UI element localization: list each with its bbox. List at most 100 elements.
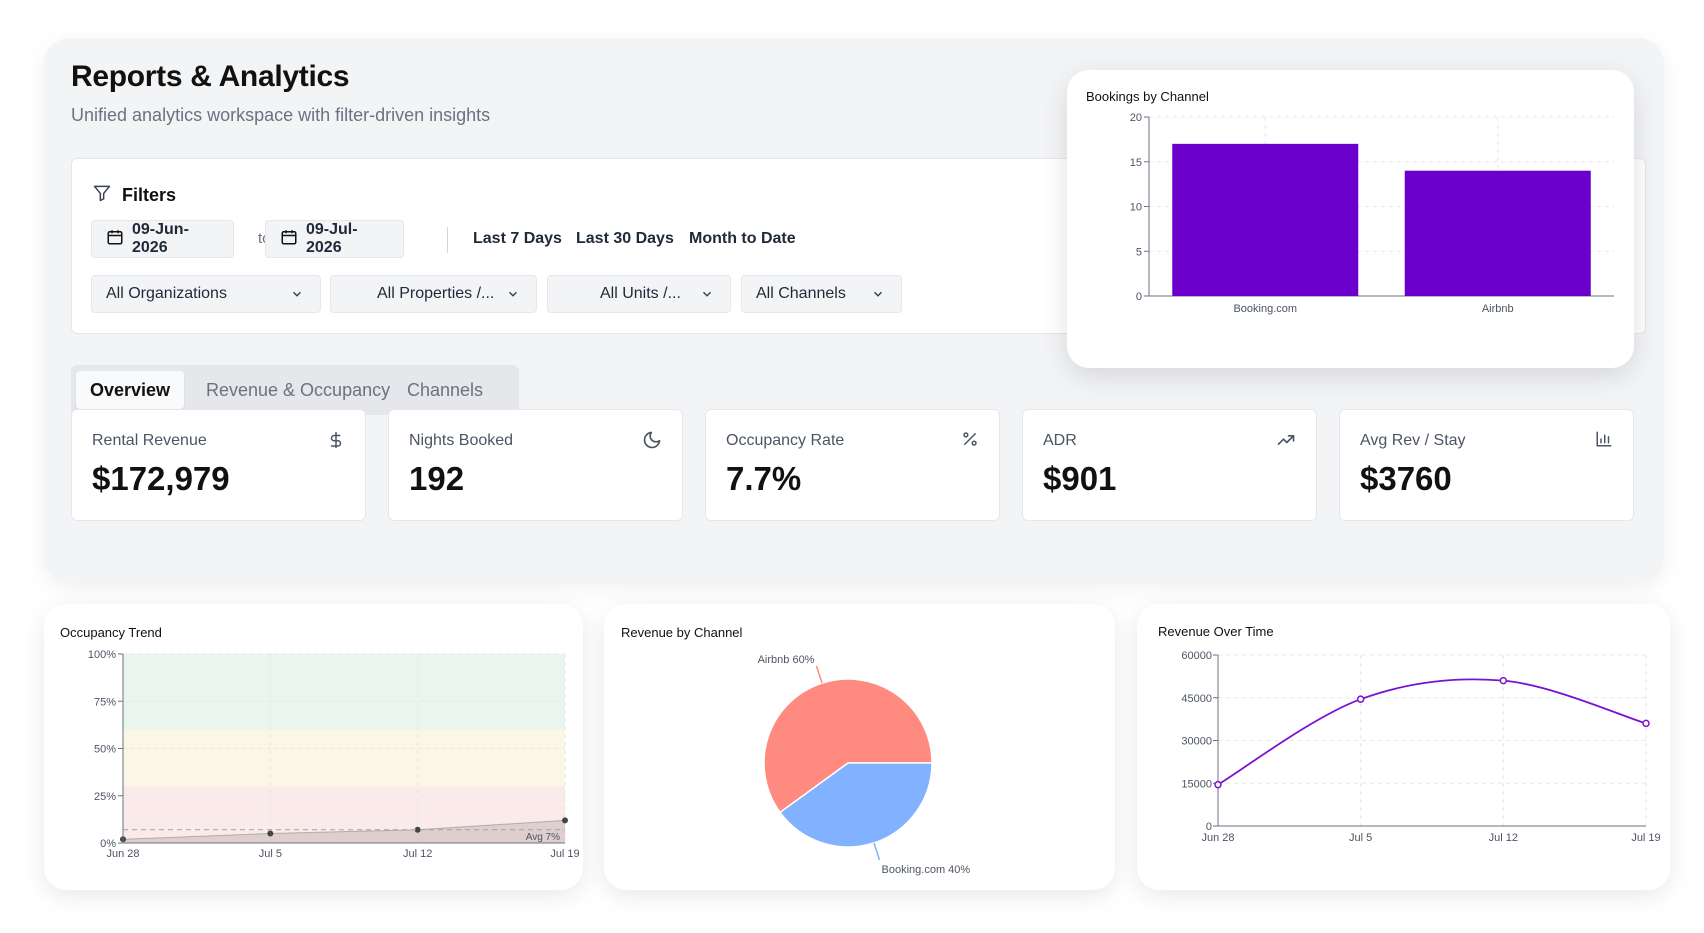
kpi-occupancy-rate: Occupancy Rate 7.7% (705, 409, 1000, 521)
divider (447, 227, 448, 253)
data-point (1642, 719, 1650, 728)
data-point (267, 830, 274, 837)
kpi-label: Nights Booked (409, 432, 514, 449)
y-tick-label: 5 (1136, 246, 1142, 258)
calendar-icon (280, 228, 298, 251)
bar (1172, 143, 1359, 296)
y-tick-label: 60000 (1181, 650, 1212, 662)
x-tick-label: Jul 5 (259, 848, 282, 860)
chevron-down-icon (871, 287, 885, 306)
kpi-value: $901 (1043, 460, 1117, 497)
x-tick-label: Airbnb (1482, 303, 1514, 315)
y-tick-label: 0 (1206, 821, 1212, 833)
trending-up-icon (1276, 430, 1296, 455)
y-tick-label: 50% (94, 744, 116, 756)
occupancy-area-chart: 0% 25% 50% 75% 100% Jun 28 Jul 5 Jul 12 Jul 19 Av… (88, 649, 580, 860)
x-tick-label: Jul 5 (1349, 832, 1372, 844)
revenue-by-channel-card: Revenue by Channel Airbnb 60% Booking.com… (604, 604, 1115, 890)
pie-label: Booking.com 40% (882, 864, 971, 876)
last-7-days-button[interactable]: Last 7 Days (473, 230, 562, 247)
x-tick-label: Jun 28 (106, 848, 139, 860)
kpi-nights-booked: Nights Booked 192 (388, 409, 683, 521)
calendar-icon (106, 228, 124, 251)
chart-title: Revenue by Channel (621, 625, 743, 640)
occupancy-area (123, 820, 565, 843)
unit-select-value: All Units /... (600, 285, 681, 302)
revenue-pie-chart: Airbnb 60% Booking.com 40% (758, 654, 971, 876)
chart-title: Bookings by Channel (1086, 89, 1209, 104)
organization-select[interactable]: All Organizations (91, 275, 321, 313)
occupancy-band (123, 654, 565, 730)
pie-label-leader (873, 842, 881, 861)
property-select[interactable]: All Properties /... (330, 275, 537, 313)
chevron-down-icon (700, 287, 714, 306)
x-tick-label: Booking.com (1233, 303, 1297, 315)
filters-header: Filters (92, 183, 176, 208)
moon-icon (642, 430, 662, 455)
end-date-value: 09-Jul-2026 (306, 221, 358, 256)
chart-title: Revenue Over Time (1158, 624, 1274, 639)
channel-select-value: All Channels (756, 285, 846, 302)
kpi-value: 192 (409, 460, 465, 497)
occupancy-line (122, 819, 566, 840)
tab-channels[interactable]: Channels (407, 380, 484, 400)
x-tick-label: Jul 19 (1631, 832, 1660, 844)
tab-bar: Overview Revenue & Occupancy Channels (71, 365, 519, 415)
kpi-label: Rental Revenue (92, 432, 207, 449)
end-date-button[interactable]: 09-Jul-2026 (265, 220, 404, 258)
y-tick-label: 0 (1136, 291, 1142, 303)
bookings-by-channel-card: Bookings by Channel 0 5 10 15 20 Booking.com A… (1067, 70, 1634, 368)
month-to-date-button[interactable]: Month to Date (689, 230, 796, 247)
data-point (414, 826, 421, 833)
kpi-value: 7.7% (726, 460, 802, 497)
data-point (1356, 695, 1365, 703)
revenue-line-chart: 0 15000 30000 45000 60000 Jun 28 Jul 5 Jul 12 Ju… (1181, 650, 1660, 844)
y-tick-label: 20 (1130, 112, 1142, 124)
kpi-rental-revenue: Rental Revenue $172,979 (71, 409, 366, 521)
y-tick-label: 15 (1130, 157, 1142, 169)
data-point (562, 817, 568, 824)
kpi-label: ADR (1043, 432, 1077, 449)
pie-slice (778, 762, 933, 848)
y-tick-label: 0% (100, 838, 116, 850)
unit-select[interactable]: All Units /... (547, 275, 731, 313)
kpi-label: Occupancy Rate (726, 432, 845, 449)
page-title: Reports & Analytics (71, 60, 350, 93)
property-select-value: All Properties /... (377, 285, 495, 302)
bar-chart-icon (1595, 430, 1613, 453)
kpi-avg-rev-stay: Avg Rev / Stay $3760 (1339, 409, 1634, 521)
kpi-value: $172,979 (92, 460, 230, 497)
start-date-button[interactable]: 09-Jun-2026 (91, 220, 234, 258)
y-tick-label: 45000 (1181, 693, 1212, 705)
chart-title: Occupancy Trend (60, 625, 162, 640)
bar (1404, 170, 1591, 296)
occupancy-band (123, 729, 565, 787)
channel-select[interactable]: All Channels (741, 275, 902, 313)
kpi-label: Avg Rev / Stay (1360, 432, 1466, 449)
start-date-value: 09-Jun-2026 (132, 221, 189, 256)
y-tick-label: 15000 (1181, 778, 1212, 790)
kpi-value: $3760 (1360, 460, 1452, 497)
last-30-days-button[interactable]: Last 30 Days (576, 230, 674, 247)
tab-overview[interactable]: Overview (76, 371, 185, 409)
kpi-adr: ADR $901 (1022, 409, 1317, 521)
revenue-over-time-card: Revenue Over Time 0 15000 30000 45000 60000 J… (1137, 604, 1670, 890)
chevron-down-icon (506, 287, 520, 306)
bookings-bar-chart: 0 5 10 15 20 Booking.com Airbnb (1130, 112, 1614, 315)
x-tick-label: Jul 12 (1489, 832, 1518, 844)
chevron-down-icon (290, 287, 304, 306)
y-tick-label: 30000 (1181, 736, 1212, 748)
pie-label: Airbnb 60% (758, 654, 815, 666)
organization-select-value: All Organizations (106, 285, 227, 302)
percent-icon (961, 430, 979, 453)
filters-title: Filters (122, 185, 177, 205)
page-subtitle: Unified analytics workspace with filter-… (71, 105, 491, 125)
y-tick-label: 25% (94, 791, 116, 803)
occupancy-trend-card: Occupancy Trend 0% 25% 50% 75% 100% Jun 28 Jul… (44, 604, 583, 890)
x-tick-label: Jun 28 (1201, 832, 1234, 844)
tab-revenue-occupancy[interactable]: Revenue & Occupancy (206, 380, 391, 400)
data-point (1214, 780, 1222, 789)
revenue-line (1217, 678, 1647, 786)
x-tick-label: Jul 12 (403, 848, 432, 860)
y-tick-label: 100% (88, 649, 116, 661)
